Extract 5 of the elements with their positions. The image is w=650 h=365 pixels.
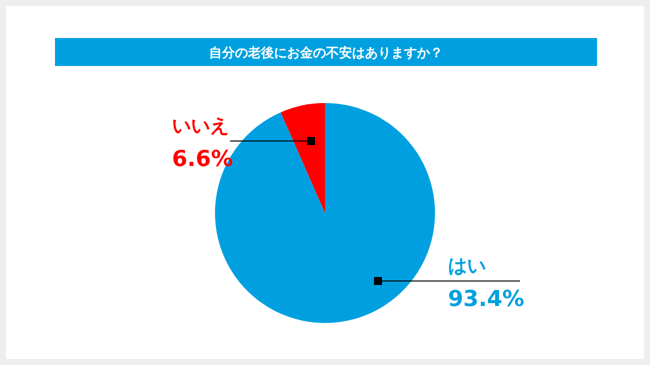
- pie-slice: [280, 103, 325, 213]
- chart-title: 自分の老後にお金の不安はありますか？: [209, 45, 443, 61]
- slice-label: はい: [448, 255, 486, 277]
- data-label: 93.4%: [448, 287, 524, 312]
- slice-label: いいえ: [172, 115, 229, 137]
